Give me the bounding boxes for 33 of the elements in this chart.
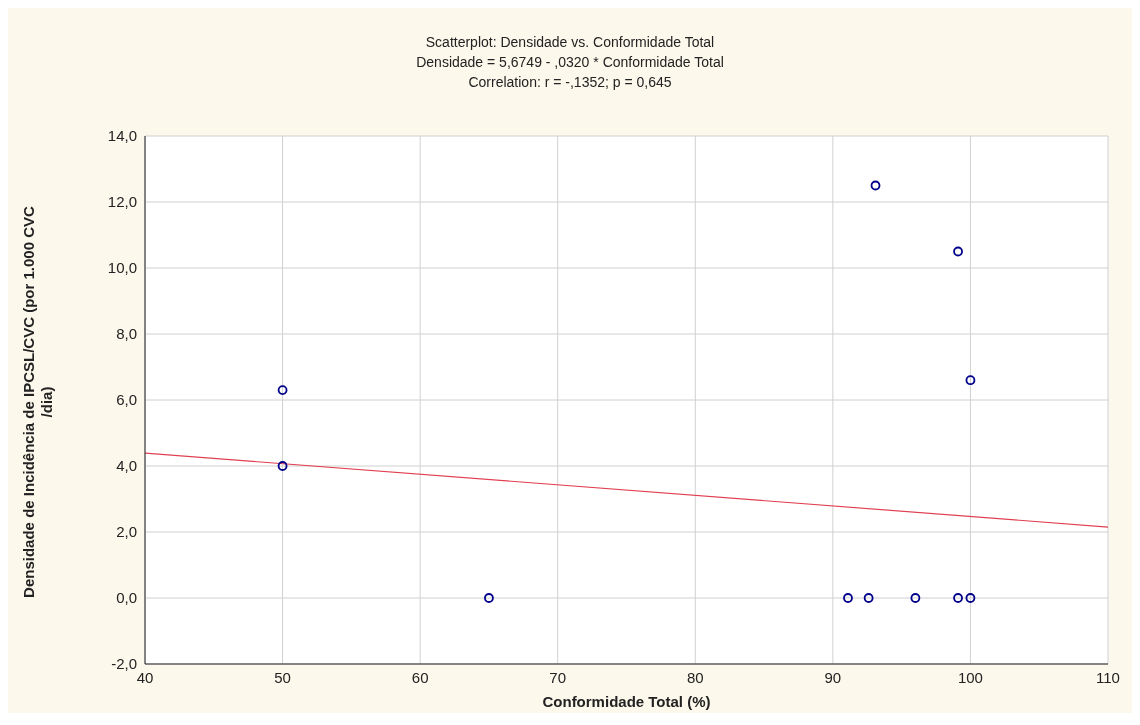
x-tick-label: 100 <box>957 668 983 686</box>
point <box>965 375 976 386</box>
point <box>965 593 976 603</box>
y-tick-label: -2,0 <box>111 655 137 673</box>
x-axis-title: Conformidade Total (%) <box>542 693 711 710</box>
x-tick-label: 80 <box>686 668 704 686</box>
y-tick-label: 2,0 <box>116 523 137 541</box>
y-axis-title: Densidade de Incidência de IPCSL/CVC (por 1.000 CVC /dia) <box>19 205 55 598</box>
point <box>953 246 963 257</box>
x-tick-label: 90 <box>824 668 842 686</box>
y-tick-label: 12,0 <box>107 193 137 211</box>
point <box>953 593 963 603</box>
y-tick-label: 6,0 <box>116 391 137 409</box>
x-tick-label: 110 <box>1096 668 1120 686</box>
point <box>910 593 921 603</box>
point <box>277 461 288 471</box>
point <box>843 593 853 603</box>
y-tick-label: 10,0 <box>107 259 137 277</box>
x-tick-label: 60 <box>411 668 429 686</box>
point <box>277 385 288 395</box>
x-tick-label: 40 <box>136 668 154 686</box>
chart-title: Scatterplot: Densidade vs. Conformidade Total <box>424 33 716 52</box>
y-tick-label: 14,0 <box>107 127 137 145</box>
text: Correlation: r = -,1352; p = 0,645 <box>467 73 673 92</box>
point <box>484 593 494 603</box>
y-tick-label: 8,0 <box>116 325 137 343</box>
y-tick-label: 4,0 <box>116 457 137 475</box>
x-tick-label: 70 <box>549 668 567 686</box>
point <box>870 180 881 191</box>
chart-subtitle: Densidade = 5,6749 - ,0320 * Conformidade Total <box>415 53 725 72</box>
x-tick-label: 50 <box>274 668 291 686</box>
point <box>863 593 874 603</box>
y-tick-label: 0,0 <box>116 589 137 607</box>
